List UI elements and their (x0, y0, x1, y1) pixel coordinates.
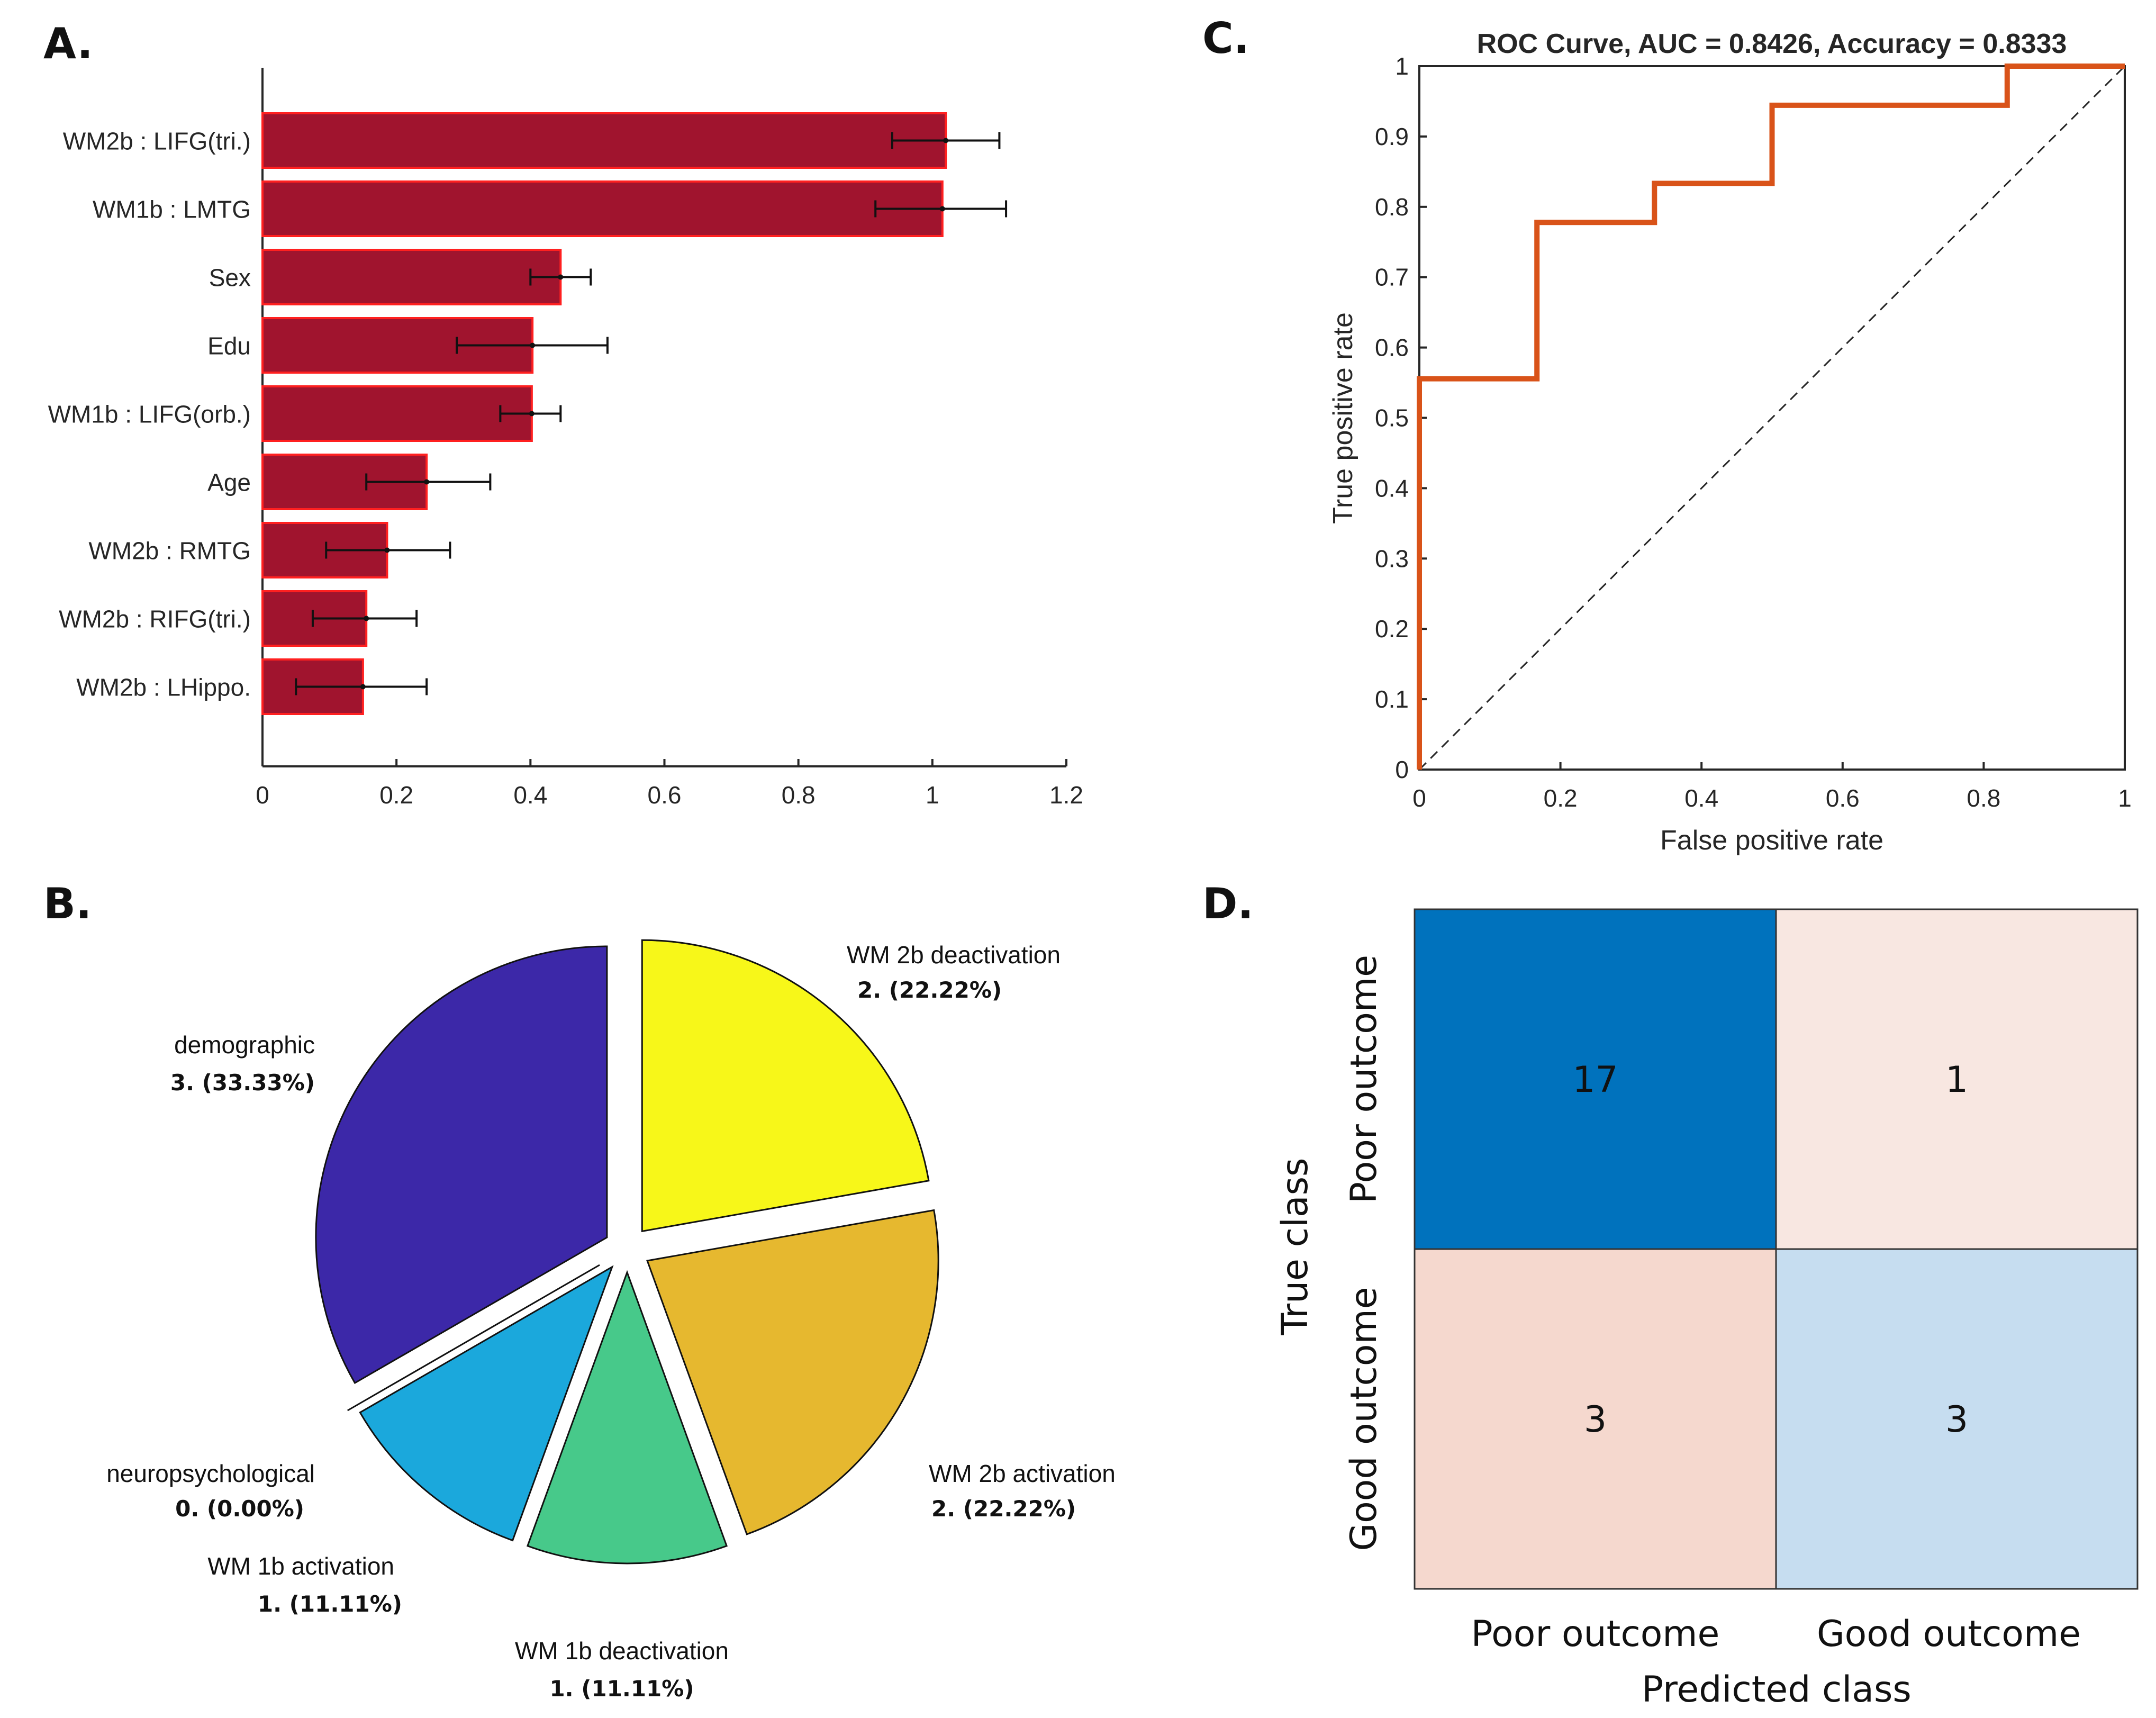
roc-y-tick-label: 1 (1395, 52, 1409, 80)
bar-category-label: Sex (209, 264, 251, 292)
bar-mean-point (364, 616, 369, 621)
bar (261, 385, 533, 442)
cm-col-label: Poor outcome (1471, 1613, 1720, 1655)
roc-x-tick-label: 0.6 (1826, 784, 1860, 812)
bar-mean-point (943, 138, 949, 143)
bar-category-label: WM1b : LMTG (93, 196, 251, 223)
pie-slice-count: 3. (33.33%) (170, 1070, 315, 1096)
bar-category-label: Age (207, 469, 251, 496)
roc-x-tick-label: 0.4 (1684, 784, 1718, 812)
roc-y-tick-label: 0.7 (1375, 264, 1409, 291)
roc-x-tick-label: 1 (2118, 784, 2132, 812)
roc-y-tick-label: 0.5 (1375, 404, 1409, 432)
bar-category-label: WM2b : LIFG(tri.) (63, 128, 251, 155)
pie-slice-label: demographic (174, 1031, 315, 1059)
bar-mean-point (424, 479, 430, 485)
bar (261, 249, 562, 305)
bar-x-tick-label: 1 (926, 781, 939, 809)
roc-y-tick-label: 0.1 (1375, 685, 1409, 713)
pie-slice-label: WM 2b activation (929, 1460, 1116, 1487)
bar-mean-point (529, 411, 535, 417)
pie-slice (646, 1209, 939, 1535)
panel-a: A. WM2b : LIFG(tri.) WM1b : LMTG Sex Edu WM1… (43, 19, 1083, 809)
pie-slice-label: WM 1b deactivation (515, 1637, 729, 1665)
roc-curve (1417, 64, 2125, 770)
cm-row-label: Poor outcome (1343, 955, 1385, 1204)
panel-b-letter: B. (43, 879, 92, 928)
bar (261, 112, 947, 169)
bar (261, 180, 944, 237)
roc-y-tick-label: 0.4 (1375, 474, 1409, 502)
pie-slice-count: 2. (22.22%) (931, 1496, 1076, 1522)
roc-y-tick-label: 0.3 (1375, 545, 1409, 572)
bar-category-label: WM2b : RIFG(tri.) (59, 605, 251, 633)
pie-slice (359, 1265, 614, 1542)
panel-c-letter: C. (1202, 14, 1249, 63)
cm-row-label: Good outcome (1343, 1287, 1385, 1551)
pie-slice-count: 0. (0.00%) (175, 1496, 304, 1522)
pie-slice-label: neuropsychological (106, 1460, 315, 1487)
cm-cell-value: 3 (1584, 1399, 1607, 1441)
cm-cell-value: 1 (1945, 1059, 1968, 1101)
bar-x-tick-label: 0.8 (782, 781, 816, 809)
roc-x-tick-label: 0 (1412, 784, 1426, 812)
panel-d-letter: D. (1202, 879, 1254, 928)
pie-slice-count: 1. (11.11%) (549, 1676, 694, 1702)
pie-slice (526, 1270, 728, 1565)
pie-slice-count: 2. (22.22%) (857, 977, 1002, 1003)
roc-diagonal (1418, 65, 2126, 771)
bar-category-label: WM2b : RMTG (88, 537, 251, 565)
panel-d: D. 17 1 3 3 Poor outcome Good outcome Poor out… (1202, 879, 2139, 1711)
bar-x-tick-label: 0.4 (513, 781, 547, 809)
bar-mean-point (530, 342, 536, 348)
bar-x-tick-label: 1.2 (1049, 781, 1083, 809)
bar-category-label: WM1b : LIFG(orb.) (48, 401, 251, 428)
roc-x-tick-label: 0.2 (1544, 784, 1578, 812)
bar-category-label: WM2b : LHippo. (76, 674, 251, 701)
roc-y-tick-label: 0.2 (1375, 615, 1409, 643)
cm-cell (1775, 1248, 2139, 1590)
pie-slice-label: WM 1b activation (207, 1552, 394, 1580)
cm-cell-value: 17 (1572, 1059, 1618, 1101)
roc-y-tick-label: 0.8 (1375, 193, 1409, 221)
cm-cell-value: 3 (1945, 1399, 1968, 1441)
bar-mean-point (384, 547, 390, 553)
roc-y-tick-label: 0 (1395, 756, 1409, 783)
bar-x-tick-label: 0 (256, 781, 269, 809)
bar-mean-point (360, 684, 366, 690)
panel-c: C. ROC Curve, AUC = 0.8426, Accuracy = 0… (1202, 14, 2132, 856)
roc-y-tick-label: 0.9 (1375, 123, 1409, 150)
pie-slice (347, 1264, 600, 1412)
roc-title: ROC Curve, AUC = 0.8426, Accuracy = 0.83… (1477, 29, 2067, 59)
roc-y-tick-label: 0.6 (1375, 334, 1409, 361)
pie-slice-label: WM 2b deactivation (847, 941, 1061, 969)
cm-xlabel: Predicted class (1642, 1669, 1912, 1711)
cm-cell (1414, 1248, 1777, 1590)
bar-mean-point (558, 274, 564, 280)
panel-b: B. WM 2b deactivation 2. (22.22%) WM 2b ac… (43, 879, 1116, 1702)
roc-ylabel: True positive rate (1328, 312, 1358, 524)
cm-ylabel: True class (1274, 1158, 1316, 1336)
cm-cell (1775, 908, 2139, 1250)
cm-col-label: Good outcome (1817, 1613, 2081, 1655)
roc-x-tick-label: 0.8 (1967, 784, 2000, 812)
bar-x-tick-label: 0.2 (379, 781, 413, 809)
roc-xlabel: False positive rate (1660, 825, 1883, 856)
pie-slice (641, 939, 930, 1233)
bar-x-tick-label: 0.6 (648, 781, 682, 809)
bar-category-label: Edu (207, 332, 251, 360)
pie-slice (315, 945, 608, 1385)
pie-slice-count: 1. (11.11%) (258, 1591, 402, 1617)
bar-mean-point (939, 206, 945, 212)
panel-a-letter: A. (43, 19, 93, 68)
